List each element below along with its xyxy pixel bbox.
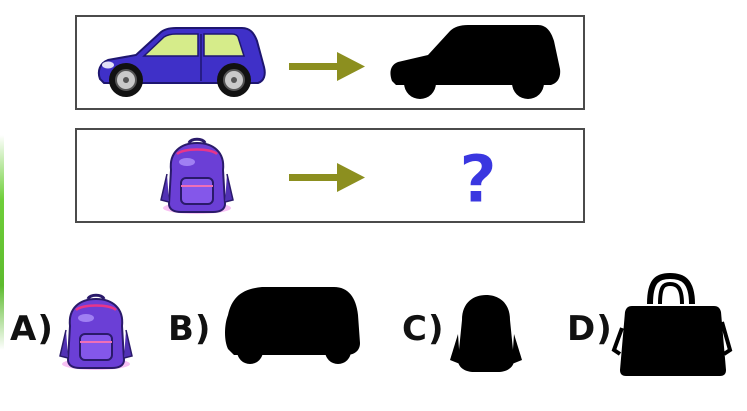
purple-backpack-icon <box>160 137 234 214</box>
question-mark-text: ? <box>459 141 497 218</box>
blue-car-icon <box>97 27 266 97</box>
backpack-silhouette-icon[interactable] <box>448 294 524 374</box>
option-b-label[interactable]: B) <box>168 309 212 349</box>
olive-arrow-icon <box>289 52 365 81</box>
car-silhouette-icon[interactable] <box>222 285 362 365</box>
option-c-label[interactable]: C) <box>402 309 445 349</box>
purple-backpack-icon[interactable] <box>58 293 134 371</box>
option-a-label[interactable]: A) <box>10 309 54 349</box>
car-silhouette-icon <box>390 25 561 99</box>
handbag-silhouette-icon[interactable] <box>611 272 733 378</box>
green-edge-stripe <box>0 135 4 350</box>
olive-arrow-icon <box>289 163 365 192</box>
option-d-label[interactable]: D) <box>567 309 613 349</box>
question-mark: ? <box>458 141 497 219</box>
